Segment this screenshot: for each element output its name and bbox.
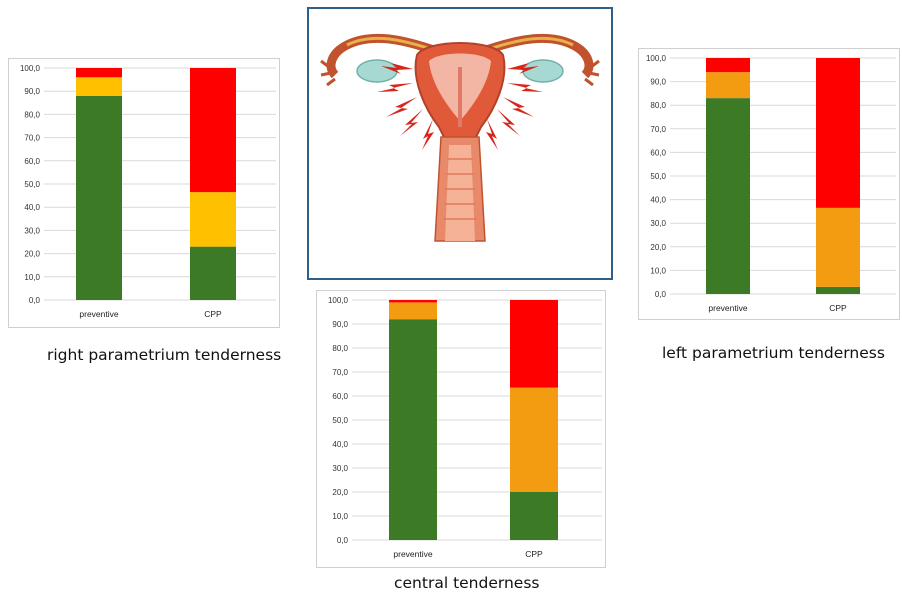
- bar-segment-preventive-2: [706, 58, 750, 73]
- x-category-label: CPP: [204, 309, 222, 319]
- y-tick-label: 90,0: [332, 320, 348, 329]
- bar-segment-CPP-1: [816, 207, 860, 287]
- y-tick-label: 90,0: [24, 87, 40, 96]
- x-category-label: CPP: [525, 549, 543, 559]
- bar-segment-CPP-1: [190, 192, 236, 247]
- y-tick-label: 30,0: [650, 219, 666, 228]
- bar-segment-preventive-1: [389, 302, 437, 320]
- y-tick-label: 50,0: [24, 180, 40, 189]
- y-tick-label: 0,0: [655, 290, 667, 299]
- y-tick-label: 100,0: [646, 54, 667, 63]
- chart-frame: [316, 290, 606, 568]
- y-tick-label: 20,0: [650, 243, 666, 252]
- y-tick-label: 20,0: [24, 250, 40, 259]
- y-tick-label: 10,0: [24, 273, 40, 282]
- y-tick-label: 60,0: [332, 392, 348, 401]
- bar-segment-CPP-0: [190, 246, 236, 300]
- x-category-label: CPP: [829, 303, 847, 313]
- caption-right-parametrium: right parametrium tenderness: [47, 346, 282, 364]
- caption-left-parametrium: left parametrium tenderness: [662, 344, 885, 362]
- bar-segment-preventive-2: [389, 300, 437, 303]
- bar-segment-preventive-0: [706, 98, 750, 294]
- bar-segment-preventive-1: [706, 72, 750, 99]
- x-category-label: preventive: [708, 303, 747, 313]
- y-tick-label: 60,0: [24, 157, 40, 166]
- uterus-anatomy-illustration-icon: [320, 33, 600, 242]
- y-tick-label: 80,0: [24, 110, 40, 119]
- y-tick-label: 100,0: [20, 64, 41, 73]
- bar-segment-CPP-0: [816, 286, 860, 294]
- y-tick-label: 50,0: [650, 172, 666, 181]
- bar-segment-CPP-2: [510, 300, 558, 388]
- bar-segment-CPP-0: [510, 492, 558, 540]
- x-category-label: preventive: [393, 549, 432, 559]
- bar-segment-preventive-2: [76, 68, 122, 78]
- y-tick-label: 70,0: [332, 368, 348, 377]
- chart-right-parametrium: 0,0 10,0 20,0 30,0 40,0 50,0 60,0 70,0 80,0 90,0 1…: [8, 58, 280, 328]
- y-tick-label: 40,0: [650, 196, 666, 205]
- bar-segment-preventive-1: [76, 77, 122, 96]
- y-tick-label: 0,0: [337, 536, 349, 545]
- uterus-illustration-frame: [307, 7, 613, 280]
- y-tick-label: 80,0: [332, 344, 348, 353]
- y-tick-label: 50,0: [332, 416, 348, 425]
- caption-central: central tenderness: [394, 574, 540, 592]
- chart-central-svg: 0,0 10,0 20,0 30,0 40,0 50,0 60,0 70,0 80,0 90,0 1…: [316, 290, 606, 568]
- chart-frame: [8, 58, 280, 328]
- chart-central: 0,0 10,0 20,0 30,0 40,0 50,0 60,0 70,0 80,0 90,0 1…: [316, 290, 606, 568]
- y-tick-label: 30,0: [332, 464, 348, 473]
- y-tick-label: 10,0: [650, 266, 666, 275]
- y-tick-label: 60,0: [650, 148, 666, 157]
- bar-segment-preventive-0: [76, 95, 122, 300]
- chart-frame: [638, 48, 900, 320]
- y-tick-label: 10,0: [332, 512, 348, 521]
- y-tick-label: 40,0: [332, 440, 348, 449]
- y-tick-label: 90,0: [650, 78, 666, 87]
- y-tick-label: 100,0: [328, 296, 349, 305]
- y-tick-label: 20,0: [332, 488, 348, 497]
- chart-left-parametrium-svg: 0,0 10,0 20,0 30,0 40,0 50,0 60,0 70,0 80,0 90,0 1…: [638, 48, 900, 320]
- y-tick-label: 70,0: [24, 134, 40, 143]
- y-tick-label: 30,0: [24, 226, 40, 235]
- bar-segment-CPP-2: [816, 58, 860, 208]
- bar-segment-preventive-0: [389, 319, 437, 540]
- y-tick-label: 80,0: [650, 101, 666, 110]
- bar-segment-CPP-1: [510, 387, 558, 492]
- y-tick-label: 0,0: [29, 296, 41, 305]
- y-tick-label: 40,0: [24, 203, 40, 212]
- y-tick-label: 70,0: [650, 125, 666, 134]
- bar-segment-CPP-2: [190, 68, 236, 193]
- chart-right-parametrium-svg: 0,0 10,0 20,0 30,0 40,0 50,0 60,0 70,0 80,0 90,0 1…: [8, 58, 280, 328]
- chart-left-parametrium: 0,0 10,0 20,0 30,0 40,0 50,0 60,0 70,0 80,0 90,0 1…: [638, 48, 900, 320]
- x-category-label: preventive: [79, 309, 118, 319]
